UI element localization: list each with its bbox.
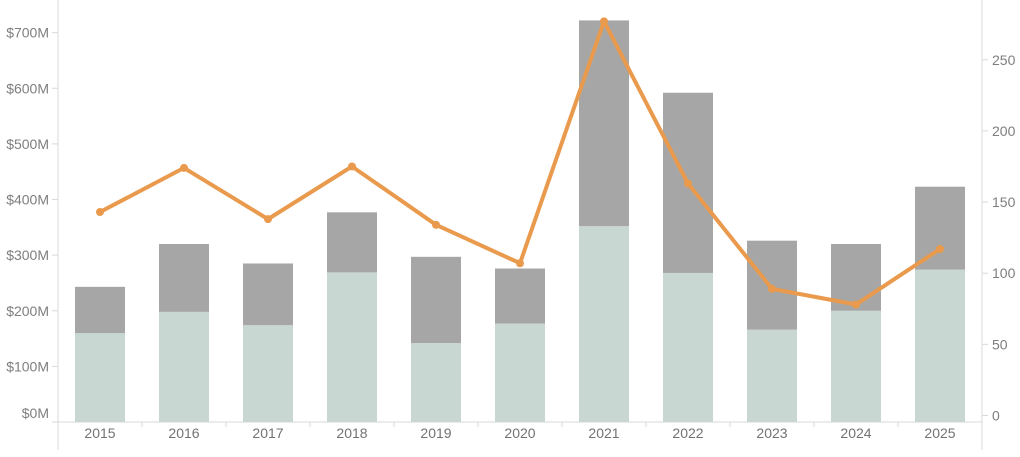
line-series-marker[interactable]: [432, 220, 440, 229]
right-axis-tick-label: 100: [992, 265, 1016, 281]
x-axis-year-label: 2024: [840, 425, 871, 441]
x-axis-year-label: 2019: [420, 425, 451, 441]
bar-bottom-segment[interactable]: [915, 269, 965, 422]
bar-top-segment[interactable]: [495, 268, 545, 324]
x-axis-year-label: 2025: [924, 425, 955, 441]
left-axis-tick-label: $0M: [22, 405, 49, 421]
line-series-marker[interactable]: [180, 163, 188, 172]
line-series-marker[interactable]: [264, 215, 272, 224]
bar-top-segment[interactable]: [75, 286, 125, 334]
bar-bottom-segment[interactable]: [243, 325, 293, 422]
right-axis-tick-label: 200: [992, 123, 1016, 139]
right-axis-tick-label: 250: [992, 52, 1016, 68]
bar-bottom-segment[interactable]: [831, 310, 881, 422]
x-axis-year-label: 2016: [168, 425, 199, 441]
bar-bottom-segment[interactable]: [747, 329, 797, 422]
left-axis-tick-label: $600M: [6, 80, 49, 96]
bar-bottom-segment[interactable]: [579, 226, 629, 422]
bar-bottom-segment[interactable]: [159, 311, 209, 422]
bar-bottom-segment[interactable]: [327, 272, 377, 422]
left-axis-tick-label: $500M: [6, 136, 49, 152]
bar-top-segment[interactable]: [243, 263, 293, 326]
x-axis-year-label: 2021: [588, 425, 619, 441]
bar-top-segment[interactable]: [327, 212, 377, 273]
line-series-marker[interactable]: [348, 162, 356, 171]
line-series-marker[interactable]: [600, 17, 608, 26]
bar-bottom-segment[interactable]: [663, 272, 713, 422]
x-axis-year-label: 2020: [504, 425, 535, 441]
x-axis-year-label: 2022: [672, 425, 703, 441]
right-axis-tick-label: 50: [992, 336, 1008, 352]
x-axis-year-label: 2015: [84, 425, 115, 441]
left-axis-tick-label: $300M: [6, 247, 49, 263]
left-axis-tick-label: $100M: [6, 358, 49, 374]
x-axis-year-label: 2023: [756, 425, 787, 441]
left-axis-tick-label: $200M: [6, 303, 49, 319]
bar-top-segment[interactable]: [915, 186, 965, 270]
bar-bottom-segment[interactable]: [75, 333, 125, 422]
right-axis-tick-label: 150: [992, 194, 1016, 210]
line-series-marker[interactable]: [684, 179, 692, 188]
line-series-marker[interactable]: [96, 208, 104, 217]
left-axis-tick-label: $400M: [6, 192, 49, 208]
line-series-marker[interactable]: [936, 245, 944, 254]
x-axis-year-label: 2017: [252, 425, 283, 441]
bar-bottom-segment[interactable]: [411, 343, 461, 422]
line-series-marker[interactable]: [768, 284, 776, 293]
bar-top-segment[interactable]: [159, 244, 209, 312]
left-axis-tick-label: $700M: [6, 25, 49, 41]
bar-bottom-segment[interactable]: [495, 323, 545, 422]
line-series-marker[interactable]: [852, 300, 860, 309]
bar-top-segment[interactable]: [411, 256, 461, 344]
x-axis-year-label: 2018: [336, 425, 367, 441]
line-series-marker[interactable]: [516, 259, 524, 268]
right-axis-tick-label: 0: [992, 408, 1000, 424]
